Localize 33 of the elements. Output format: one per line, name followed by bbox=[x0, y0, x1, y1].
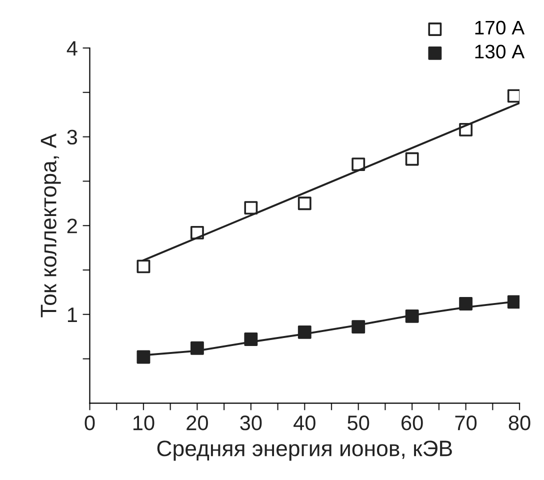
y-tick-label: 4 bbox=[66, 41, 78, 56]
point bbox=[190, 341, 204, 355]
point bbox=[405, 309, 419, 323]
x-tick-label: 20 bbox=[186, 416, 208, 430]
point bbox=[352, 158, 366, 172]
point bbox=[352, 320, 366, 334]
point bbox=[459, 122, 473, 136]
x-tick-label: 70 bbox=[455, 416, 477, 430]
x-tick-label: 10 bbox=[133, 416, 154, 430]
point bbox=[136, 350, 150, 364]
x-tick-label: 80 bbox=[508, 416, 530, 430]
point bbox=[244, 201, 258, 215]
legend-label: 170 А bbox=[475, 20, 525, 35]
y-tick-label: 2 bbox=[67, 218, 77, 234]
y-axis-title: Ток коллектора, А bbox=[40, 133, 61, 318]
point bbox=[507, 89, 520, 103]
x-tick-label: 50 bbox=[348, 416, 370, 430]
point bbox=[459, 297, 473, 310]
y-tick-label: 3 bbox=[67, 130, 78, 145]
point bbox=[405, 152, 419, 166]
y-tick-label: 1 bbox=[68, 308, 77, 322]
x-tick-label: 60 bbox=[402, 416, 423, 430]
legend-label: 130 А bbox=[475, 44, 525, 58]
x-tick-label: 40 bbox=[294, 416, 316, 430]
x-tick-label: 0 bbox=[84, 416, 95, 430]
x-tick-label: 30 bbox=[240, 416, 262, 430]
point bbox=[244, 332, 258, 346]
point bbox=[298, 325, 312, 339]
point bbox=[507, 295, 520, 309]
point bbox=[190, 226, 204, 240]
point bbox=[136, 260, 150, 274]
x-axis-title: Средняя энергия ионов, кЭВ bbox=[157, 440, 452, 461]
point bbox=[298, 196, 312, 210]
